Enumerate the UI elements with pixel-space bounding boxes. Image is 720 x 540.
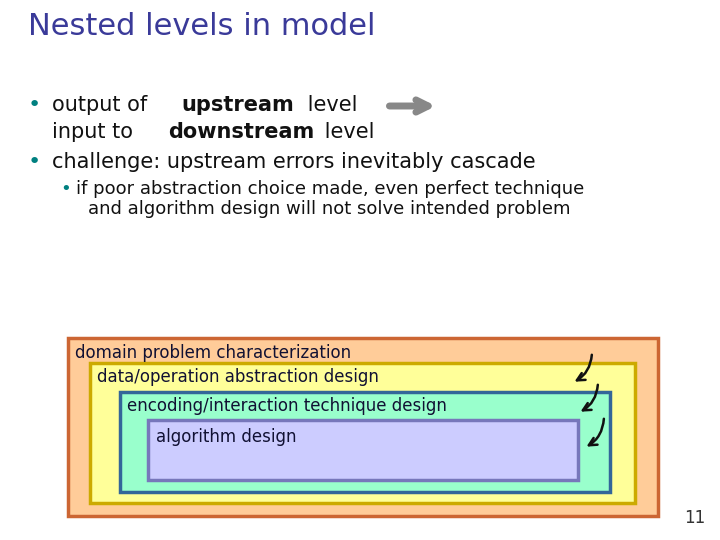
Text: Nested levels in model: Nested levels in model [28,12,376,41]
Text: data/operation abstraction design: data/operation abstraction design [97,368,379,386]
Text: •: • [28,95,41,115]
Text: •: • [60,180,71,198]
Text: and algorithm design will not solve intended problem: and algorithm design will not solve inte… [88,200,570,218]
Text: output of: output of [52,95,154,115]
Text: •: • [28,152,41,172]
Text: domain problem characterization: domain problem characterization [75,344,351,362]
Text: level: level [318,122,374,142]
Text: level: level [301,95,358,115]
Text: input to: input to [52,122,140,142]
Text: if poor abstraction choice made, even perfect technique: if poor abstraction choice made, even pe… [76,180,584,198]
Text: downstream: downstream [168,122,315,142]
Bar [68,338,658,516]
Text: 11: 11 [684,509,705,527]
Text: upstream: upstream [181,95,294,115]
Text: algorithm design: algorithm design [156,428,297,446]
Bar [120,392,610,492]
Bar [90,363,635,503]
Text: encoding/interaction technique design: encoding/interaction technique design [127,397,447,415]
Text: challenge: upstream errors inevitably cascade: challenge: upstream errors inevitably ca… [52,152,536,172]
Bar [148,420,578,480]
